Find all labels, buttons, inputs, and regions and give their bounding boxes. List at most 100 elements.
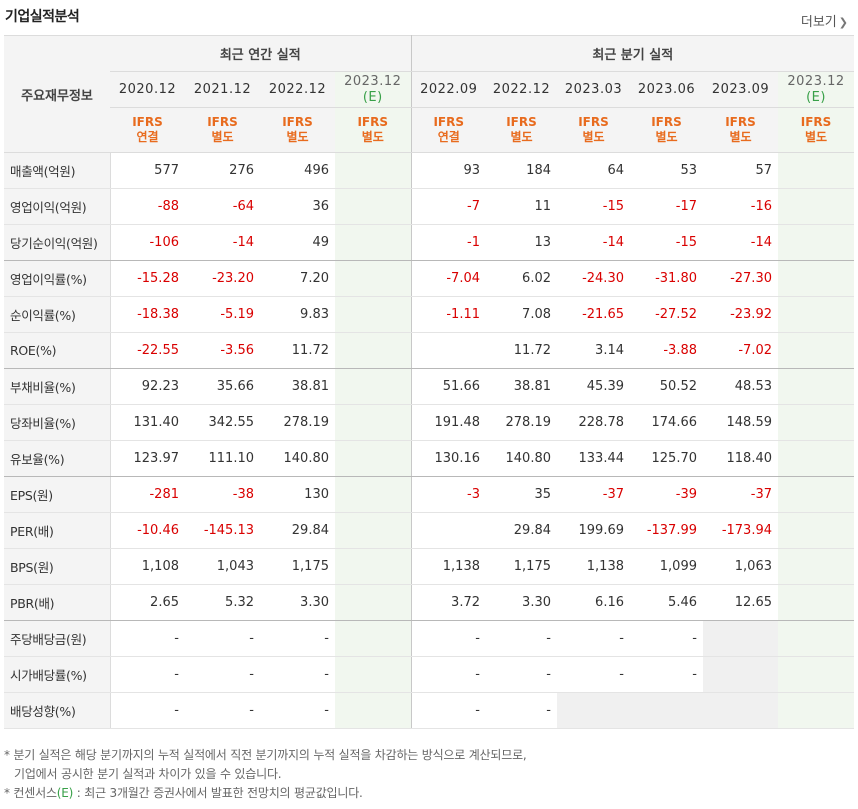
value-cell: 45.39: [557, 368, 630, 405]
value-cell: 6.02: [486, 260, 557, 297]
value-cell: -: [110, 620, 185, 657]
value-cell: 49: [260, 224, 335, 261]
value-cell: 1,175: [260, 548, 335, 585]
value-cell: [335, 152, 412, 189]
value-cell: -: [557, 620, 630, 657]
row-label: PER(배): [4, 512, 111, 549]
value-cell: 29.84: [486, 512, 557, 549]
value-cell: -1.11: [411, 296, 486, 333]
value-cell: 38.81: [486, 368, 557, 405]
row-label: 부채비율(%): [4, 368, 111, 405]
value-cell: 9.83: [260, 296, 335, 333]
value-cell: [778, 188, 855, 225]
table-row: 당기순이익(억원) -106 -14 49 -1 13 -14 -15 -14: [4, 224, 855, 261]
basis-label: 별도: [211, 130, 234, 144]
value-cell: [778, 152, 855, 189]
period-header: 2023.09: [703, 71, 778, 108]
value-cell: 577: [110, 152, 185, 189]
value-cell: -31.80: [630, 260, 703, 297]
value-cell: 6.16: [557, 584, 630, 621]
period-label: 2023.12: [787, 73, 845, 89]
value-cell: 125.70: [630, 440, 703, 477]
accounting-standard: IFRS 별도: [557, 107, 630, 153]
value-cell: 50.52: [630, 368, 703, 405]
more-link[interactable]: 더보기 ❯: [801, 11, 848, 30]
basis-label: 별도: [804, 130, 828, 144]
section-title: 기업실적분석: [5, 9, 80, 25]
value-cell: -23.92: [703, 296, 778, 333]
period-header: 2020.12: [110, 71, 185, 108]
value-cell: -106: [110, 224, 185, 261]
value-cell: -: [185, 692, 260, 729]
value-cell: 3.14: [557, 332, 630, 369]
value-cell: 53: [630, 152, 703, 189]
value-cell: [778, 476, 855, 513]
value-cell: [411, 332, 486, 369]
value-cell: 496: [260, 152, 335, 189]
basis-label: 별도: [286, 130, 309, 144]
value-cell: [778, 584, 855, 621]
row-label: 매출액(억원): [4, 152, 111, 189]
value-cell: -173.94: [703, 512, 778, 549]
value-cell: -27.30: [703, 260, 778, 297]
value-cell: -145.13: [185, 512, 260, 549]
value-cell: -3.56: [185, 332, 260, 369]
value-cell: -137.99: [630, 512, 703, 549]
value-cell: 5.32: [185, 584, 260, 621]
value-cell: [335, 188, 412, 225]
value-cell: 36: [260, 188, 335, 225]
value-cell: 3.30: [260, 584, 335, 621]
period-header: 2022.09: [411, 71, 486, 108]
row-label: 당기순이익(억원): [4, 224, 111, 261]
value-cell: 3.72: [411, 584, 486, 621]
value-cell: -: [260, 656, 335, 693]
basis-label: 별도: [361, 130, 384, 144]
value-cell: [703, 656, 778, 693]
value-cell: -1: [411, 224, 486, 261]
value-cell: -27.52: [630, 296, 703, 333]
value-cell: [778, 260, 855, 297]
table-row: EPS(원) -281 -38 130 -3 35 -37 -39 -37: [4, 476, 855, 513]
note-1-text: 분기 실적은 해당 분기까지의 누적 실적에서 직전 분기까지의 누적 실적을 …: [13, 748, 527, 762]
basis-label: 연결: [437, 130, 460, 144]
value-cell: 1,175: [486, 548, 557, 585]
value-cell: [335, 224, 412, 261]
basis-label: 별도: [510, 130, 533, 144]
value-cell: -38: [185, 476, 260, 513]
row-label: EPS(원): [4, 476, 111, 513]
value-cell: -16: [703, 188, 778, 225]
period-label: 2023.12: [344, 73, 402, 89]
value-cell: 191.48: [411, 404, 486, 441]
note-2-text: 기업에서 공시한 분기 실적과 차이가 있을 수 있습니다.: [14, 767, 282, 781]
value-cell: [335, 584, 412, 621]
chevron-right-icon: ❯: [838, 16, 848, 29]
note-3-prefix: 컨센서스: [13, 786, 57, 800]
value-cell: -22.55: [110, 332, 185, 369]
table-row: 부채비율(%) 92.23 35.66 38.81 51.66 38.81 45.39 50.…: [4, 368, 855, 405]
value-cell: 199.69: [557, 512, 630, 549]
value-cell: [557, 692, 630, 729]
value-cell: -: [411, 692, 486, 729]
estimate-mark: (E): [362, 89, 383, 105]
value-cell: 148.59: [703, 404, 778, 441]
value-cell: 174.66: [630, 404, 703, 441]
value-cell: -17: [630, 188, 703, 225]
table-row: 당좌비율(%) 131.40 342.55 278.19 191.48 278.19 228…: [4, 404, 855, 441]
value-cell: 342.55: [185, 404, 260, 441]
estimate-mark: (E): [806, 89, 826, 105]
value-cell: [778, 656, 855, 693]
basis-label: 별도: [655, 130, 678, 144]
value-cell: -15.28: [110, 260, 185, 297]
value-cell: 1,099: [630, 548, 703, 585]
value-cell: 278.19: [260, 404, 335, 441]
value-cell: -10.46: [110, 512, 185, 549]
value-cell: -14: [703, 224, 778, 261]
value-cell: -37: [557, 476, 630, 513]
accounting-standard: IFRS 별도: [335, 107, 412, 153]
group-quarterly: 최근 분기 실적: [411, 35, 855, 72]
table-row: 매출액(억원) 577 276 496 93 184 64 53 57: [4, 152, 855, 189]
row-label: 배당성향(%): [4, 692, 111, 729]
accounting-standard: IFRS 별도: [630, 107, 703, 153]
value-cell: [778, 620, 855, 657]
row-label: 영업이익률(%): [4, 260, 111, 297]
